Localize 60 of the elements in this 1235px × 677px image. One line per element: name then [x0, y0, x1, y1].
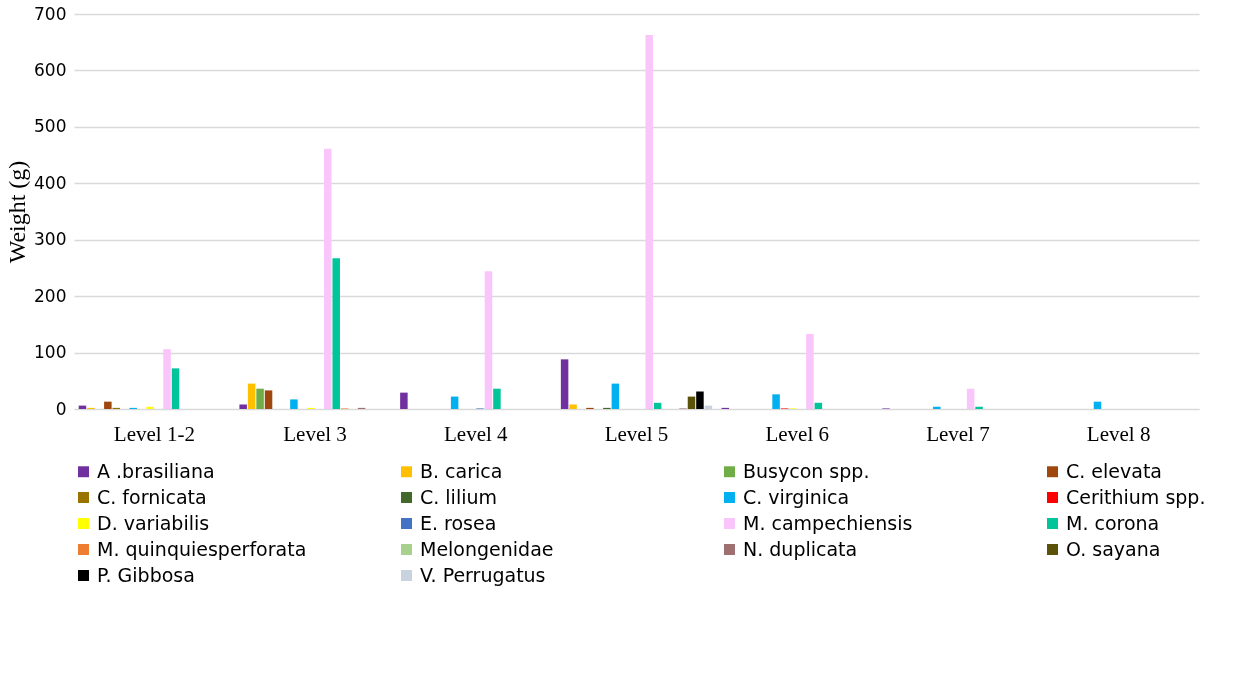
- bar: [264, 390, 273, 409]
- bar: [696, 391, 704, 409]
- x-tick-label: Level 1-2: [113, 421, 195, 446]
- legend-label: C. fornicata: [97, 485, 207, 508]
- bar: [324, 148, 332, 409]
- legend-label: C. lilium: [420, 485, 498, 508]
- x-tick-label: Level 4: [444, 421, 509, 446]
- legend-label: M. corona: [1066, 511, 1160, 534]
- legend-label: A .brasiliana: [97, 459, 215, 482]
- bar: [560, 359, 569, 409]
- bar: [611, 383, 620, 409]
- legend-label: B. carica: [420, 459, 503, 482]
- bar: [933, 406, 941, 409]
- x-tick-label: Level 3: [283, 421, 347, 446]
- bar: [163, 349, 171, 409]
- bar: [645, 34, 653, 409]
- y-tick-label: 200: [34, 285, 67, 306]
- bar: [484, 271, 493, 409]
- legend-label: O. sayana: [1066, 537, 1161, 560]
- bar: [806, 333, 814, 409]
- y-tick-label: 0: [55, 398, 67, 419]
- legend-label: Busycon spp.: [743, 459, 870, 482]
- bar: [247, 383, 256, 409]
- bar: [687, 396, 696, 409]
- legend-label: N. duplicata: [743, 537, 858, 560]
- legend-label: D. variabilis: [97, 511, 210, 534]
- y-tick-label: 500: [34, 116, 67, 137]
- x-tick-label: Level 7: [926, 421, 990, 446]
- y-tick-label: 400: [34, 172, 67, 193]
- legend-label: C. virginica: [743, 485, 850, 508]
- legend-label: M. quinquiesperforata: [97, 537, 307, 560]
- bar: [493, 388, 501, 409]
- bar: [975, 406, 983, 409]
- bar: [772, 394, 780, 409]
- legend-label: C. elevata: [1066, 459, 1162, 482]
- y-tick-label: 700: [34, 3, 67, 24]
- bar: [450, 396, 459, 409]
- y-tick-label: 600: [34, 59, 67, 80]
- legend-label: Cerithium spp.: [1066, 485, 1206, 508]
- legend-label: M. campechiensis: [743, 511, 913, 534]
- y-axis-title: Weight (g): [4, 160, 31, 264]
- bar: [400, 392, 408, 409]
- bar: [290, 399, 298, 409]
- x-tick-label: Level 8: [1086, 421, 1151, 446]
- bar: [171, 368, 180, 409]
- legend-label: E. rosea: [420, 511, 497, 534]
- bar: [966, 388, 975, 409]
- bar: [104, 401, 112, 409]
- bar: [239, 404, 247, 409]
- x-tick-label: Level 6: [765, 421, 829, 446]
- legend-label: Melongenidae: [420, 537, 554, 560]
- bar: [146, 406, 154, 409]
- y-tick-label: 100: [34, 342, 67, 363]
- bar: [332, 258, 340, 409]
- bar: [256, 388, 264, 409]
- legend-label: P. Gibbosa: [97, 563, 195, 586]
- legend-label: V. Perrugatus: [420, 563, 546, 586]
- y-tick-label: 300: [34, 229, 67, 250]
- x-tick-label: Level 5: [604, 421, 669, 446]
- bar: [569, 404, 577, 409]
